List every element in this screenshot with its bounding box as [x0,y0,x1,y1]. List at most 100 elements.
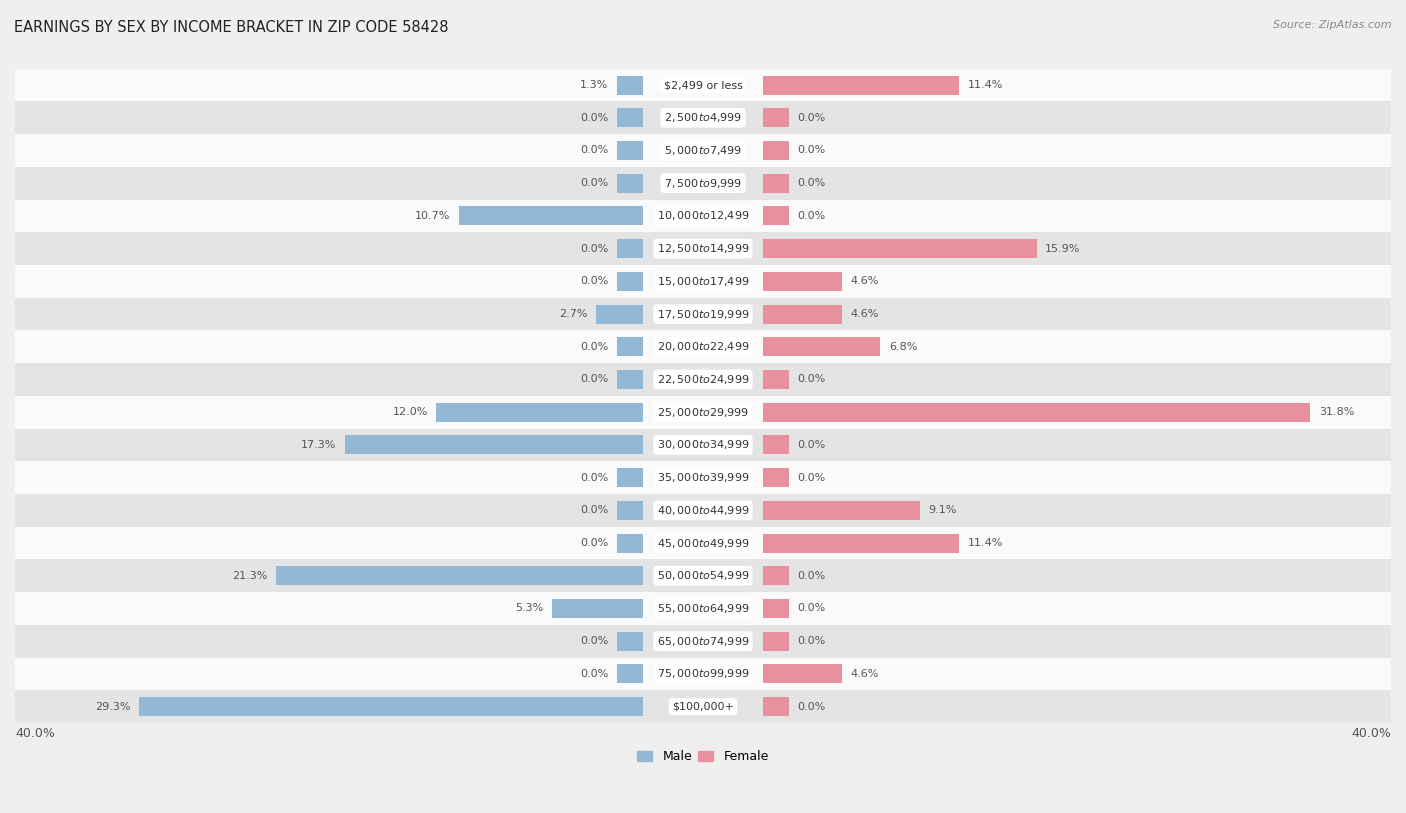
Bar [617,632,643,650]
Text: 11.4%: 11.4% [967,538,1004,548]
Bar [15,102,1391,134]
Bar [436,402,643,422]
Bar [551,599,643,618]
Bar [139,698,643,716]
Text: 0.0%: 0.0% [581,244,609,254]
Text: 0.0%: 0.0% [581,669,609,679]
Text: 40.0%: 40.0% [1351,727,1391,740]
Text: 29.3%: 29.3% [94,702,131,711]
Bar [15,199,1391,233]
Text: 0.0%: 0.0% [797,571,825,580]
Text: 17.3%: 17.3% [301,440,336,450]
Bar [617,108,643,128]
Bar [617,533,643,553]
Text: 5.3%: 5.3% [515,603,543,614]
Bar [617,174,643,193]
Bar [15,396,1391,428]
Bar [15,625,1391,658]
Bar [763,436,789,454]
Bar [617,141,643,160]
Text: 0.0%: 0.0% [797,113,825,123]
Text: $20,000 to $22,499: $20,000 to $22,499 [657,341,749,354]
Bar [763,108,789,128]
Text: $30,000 to $34,999: $30,000 to $34,999 [657,438,749,451]
Text: 0.0%: 0.0% [797,440,825,450]
Text: 0.0%: 0.0% [797,702,825,711]
Bar [15,527,1391,559]
Text: 0.0%: 0.0% [581,276,609,286]
Text: $35,000 to $39,999: $35,000 to $39,999 [657,472,749,484]
Bar [596,305,643,324]
Bar [15,494,1391,527]
Text: 12.0%: 12.0% [392,407,427,417]
Text: $12,500 to $14,999: $12,500 to $14,999 [657,242,749,255]
Text: $55,000 to $64,999: $55,000 to $64,999 [657,602,749,615]
Bar [15,68,1391,102]
Bar [763,272,842,291]
Text: 4.6%: 4.6% [851,669,879,679]
Text: Source: ZipAtlas.com: Source: ZipAtlas.com [1274,20,1392,30]
Bar [763,207,789,225]
Bar [763,239,1036,258]
Text: $2,499 or less: $2,499 or less [664,80,742,90]
Text: $22,500 to $24,999: $22,500 to $24,999 [657,373,749,386]
Bar [617,370,643,389]
Text: 0.0%: 0.0% [581,538,609,548]
Bar [617,468,643,487]
Text: $75,000 to $99,999: $75,000 to $99,999 [657,667,749,680]
Bar [15,690,1391,723]
Text: 0.0%: 0.0% [797,637,825,646]
Text: 0.0%: 0.0% [797,603,825,614]
Bar [617,337,643,356]
Text: 0.0%: 0.0% [797,472,825,483]
Text: 11.4%: 11.4% [967,80,1004,90]
Bar [763,305,842,324]
Bar [763,370,789,389]
Text: $65,000 to $74,999: $65,000 to $74,999 [657,635,749,648]
Text: 10.7%: 10.7% [415,211,450,221]
Bar [15,298,1391,330]
Bar [15,428,1391,461]
Text: $17,500 to $19,999: $17,500 to $19,999 [657,307,749,320]
Bar [763,664,842,684]
Bar [763,599,789,618]
Text: 0.0%: 0.0% [797,375,825,385]
Bar [617,239,643,258]
Text: 0.0%: 0.0% [797,211,825,221]
Bar [763,402,1310,422]
Text: 0.0%: 0.0% [581,178,609,188]
Bar [15,134,1391,167]
Bar [617,664,643,684]
Text: 0.0%: 0.0% [581,113,609,123]
Bar [277,567,643,585]
Text: 21.3%: 21.3% [232,571,267,580]
Text: $15,000 to $17,499: $15,000 to $17,499 [657,275,749,288]
Bar [763,468,789,487]
Text: 0.0%: 0.0% [581,637,609,646]
Bar [763,501,920,520]
Text: 0.0%: 0.0% [581,472,609,483]
Bar [763,533,959,553]
Text: $45,000 to $49,999: $45,000 to $49,999 [657,537,749,550]
Bar [15,167,1391,199]
Bar [763,141,789,160]
Text: 31.8%: 31.8% [1319,407,1354,417]
Bar [763,174,789,193]
Bar [763,698,789,716]
Bar [763,337,880,356]
Bar [15,265,1391,298]
Text: 0.0%: 0.0% [797,178,825,188]
Text: 4.6%: 4.6% [851,309,879,319]
Text: $50,000 to $54,999: $50,000 to $54,999 [657,569,749,582]
Text: 2.7%: 2.7% [560,309,588,319]
Text: 6.8%: 6.8% [889,341,917,352]
Bar [346,436,643,454]
Text: $5,000 to $7,499: $5,000 to $7,499 [664,144,742,157]
Text: $100,000+: $100,000+ [672,702,734,711]
Text: 0.0%: 0.0% [581,375,609,385]
Bar [763,632,789,650]
Bar [617,501,643,520]
Bar [15,330,1391,363]
Text: 0.0%: 0.0% [581,146,609,155]
Bar [763,76,959,94]
